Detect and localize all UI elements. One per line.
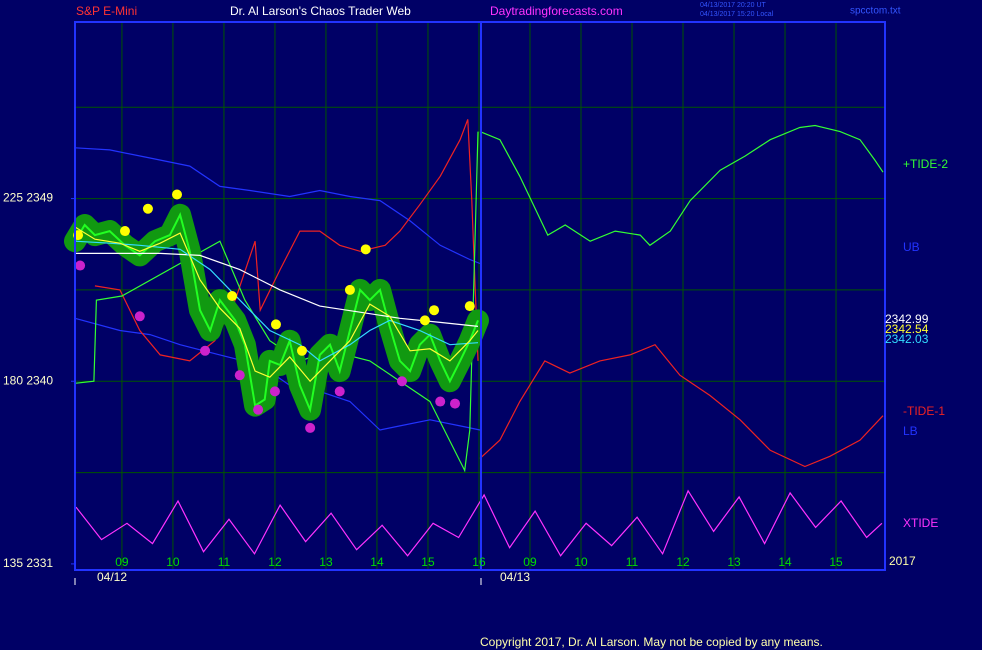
end-value-label: 2342.03 — [885, 332, 929, 346]
x-tick-label: 13 — [727, 555, 741, 569]
x-tick-label: 15 — [421, 555, 435, 569]
pivot-dot — [134, 311, 145, 322]
pivot-dot — [334, 386, 345, 397]
x-tick-label: 14 — [778, 555, 792, 569]
x-tick-label: 15 — [829, 555, 843, 569]
pivot-dot — [75, 260, 86, 271]
pivot-dot — [419, 315, 430, 326]
site-title: Dr. Al Larson's Chaos Trader Web — [230, 4, 411, 18]
timestamp: 04/13/2017 20:20 UT — [700, 2, 766, 9]
end-value-label: 2342.54 — [885, 322, 929, 336]
x-tick-label: 11 — [218, 555, 231, 569]
pivot-dot — [464, 301, 475, 312]
pivot-dot — [200, 345, 211, 356]
series-line — [75, 252, 479, 327]
legend-label: +TIDE-2 — [903, 157, 948, 171]
copyright: Copyright 2017, Dr. Al Larson. May not b… — [480, 635, 823, 649]
series-line — [94, 119, 479, 362]
x-tick-label: 14 — [370, 555, 384, 569]
x-tick-label: 11 — [626, 555, 639, 569]
x-tick-label: 09 — [523, 555, 537, 569]
instrument: S&P E-Mini — [76, 4, 137, 18]
date-label: 04/12 — [97, 570, 127, 584]
site-url: Daytradingforecasts.com — [490, 4, 623, 18]
pivot-dot — [234, 370, 245, 381]
x-tick-label: 10 — [166, 555, 180, 569]
series-line — [479, 343, 884, 468]
pivot-dot — [360, 244, 371, 255]
timestamp: 04/13/2017 15:20 Local — [700, 11, 774, 18]
pivot-dot — [396, 376, 407, 387]
pivot-dot — [253, 404, 264, 415]
pivot-dot — [435, 396, 446, 407]
series-line — [479, 124, 884, 247]
legend-label: LB — [903, 424, 918, 438]
y-tick-label: 225 2349 — [3, 191, 53, 205]
legend-label: XTIDE — [903, 516, 938, 530]
x-tick-label: 12 — [676, 555, 690, 569]
price-line — [74, 211, 479, 414]
y-tick-label: 135 2331 — [3, 556, 53, 570]
y-tick-label: 180 2340 — [3, 373, 53, 387]
legend-label: -TIDE-1 — [903, 404, 945, 418]
date-label: 04/13 — [500, 570, 530, 584]
legend-label: UB — [903, 240, 920, 254]
pivot-dot — [296, 345, 307, 356]
x-tick-label: 12 — [268, 555, 282, 569]
x-tick-label: 16 — [472, 555, 486, 569]
pivot-dot — [269, 386, 280, 397]
series-line — [75, 489, 883, 557]
series-line — [74, 147, 481, 265]
pivot-dot — [344, 284, 355, 295]
plot — [64, 119, 884, 557]
series-line — [74, 240, 479, 362]
pivot-dot — [119, 226, 130, 237]
x-tick-label: 13 — [319, 555, 333, 569]
file-name: spcctom.txt — [850, 6, 901, 17]
pivot-dot — [172, 189, 183, 200]
pivot-dot — [227, 291, 238, 301]
series-line — [74, 226, 479, 383]
x-tick-label: 10 — [574, 555, 588, 569]
pivot-dot — [142, 203, 153, 214]
x-tick-label: 09 — [115, 555, 129, 569]
end-value-label: 2342.99 — [885, 312, 929, 326]
pivot-dot — [305, 422, 316, 433]
pivot-dot — [450, 398, 461, 409]
pivot-dot — [429, 305, 440, 316]
year-label: 2017 — [889, 554, 916, 568]
pivot-dot — [270, 319, 281, 330]
